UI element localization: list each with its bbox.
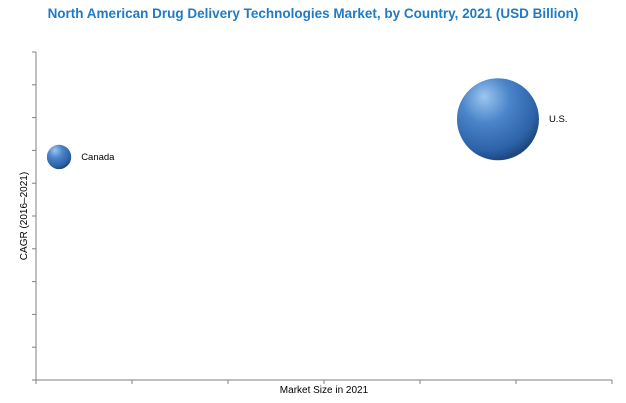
bubble-series: U.S. Canada	[46, 78, 567, 170]
x-axis-ticks	[35, 380, 613, 384]
bubble-canada	[46, 144, 72, 170]
chart-title: North American Drug Delivery Technologie…	[47, 6, 579, 21]
x-axis-title: Market Size in 2021	[280, 385, 369, 396]
y-axis-title: CAGR (2016–2021)	[19, 172, 30, 260]
y-axis-ticks	[32, 51, 36, 381]
bubble-u-s	[456, 78, 539, 161]
bubble-label-u-s: U.S.	[549, 114, 567, 125]
bubble-label-canada: Canada	[81, 152, 115, 163]
